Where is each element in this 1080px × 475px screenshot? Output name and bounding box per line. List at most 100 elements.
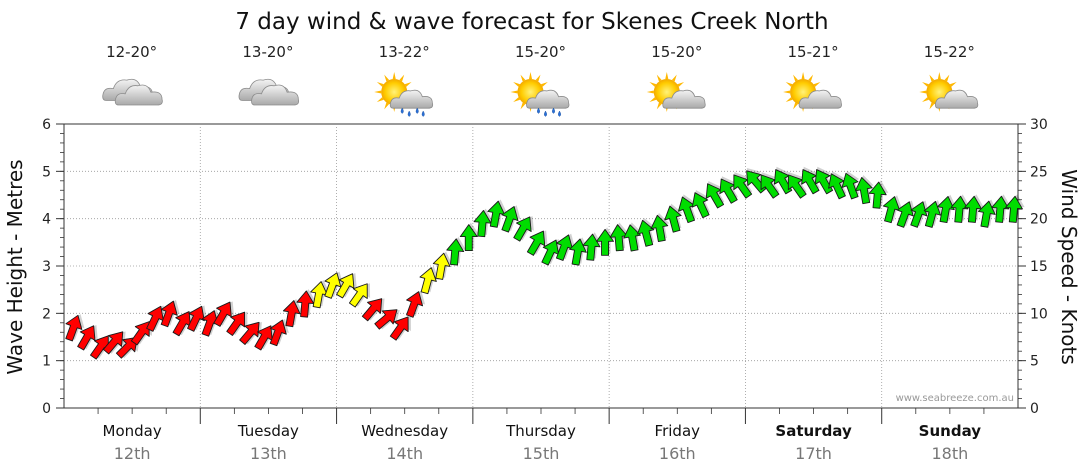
left-axis-title: Wave Height - Metres (3, 159, 27, 374)
wind-arrow (254, 325, 275, 351)
date-label: 14th (386, 444, 423, 463)
wind-arrow (296, 289, 316, 318)
day-label: Saturday (775, 422, 852, 440)
wind-arrow (459, 222, 480, 252)
wind-arrow (282, 298, 303, 328)
wind-arrow (896, 200, 916, 228)
temp-range: 15-20° (515, 43, 566, 61)
wind-arrow (1005, 194, 1025, 223)
wind-arrow (841, 170, 860, 200)
temp-range: 12-20° (106, 43, 157, 61)
day-label: Friday (655, 422, 701, 440)
date-label: 12th (114, 444, 151, 463)
wind-arrow (910, 200, 930, 228)
temp-range: 13-20° (242, 43, 293, 61)
cloud-shape (389, 89, 434, 109)
cloud-shape (798, 89, 842, 109)
wind-arrow (487, 199, 507, 228)
wind-arrow (513, 216, 534, 242)
wind-arrow (77, 325, 98, 351)
right-tick-label: 10 (1030, 306, 1048, 322)
left-tick-label: 5 (42, 164, 51, 180)
day-label: Monday (103, 422, 162, 440)
temp-range: 15-20° (651, 43, 702, 61)
right-axis: 0 5 10 15 20 25 30 (1018, 117, 1048, 417)
wind-arrow (361, 298, 385, 322)
wind-arrow (446, 237, 466, 266)
wind-arrow (828, 171, 847, 200)
wind-arrow (678, 194, 696, 224)
temp-range: 15-21° (788, 43, 839, 61)
wind-arrow (637, 217, 656, 247)
wind-arrow (501, 205, 521, 233)
x-axis-labels: Monday 12th Tuesday 13th Wednesday 14th Thursd… (103, 422, 982, 463)
wind-arrow (609, 222, 629, 252)
left-tick-label: 4 (42, 212, 51, 228)
wind-arrow (239, 321, 262, 345)
chart-title: 7 day wind & wave forecast for Skenes Cr… (235, 9, 828, 35)
sun-cloud-icon (919, 72, 979, 112)
watermark: www.seabreeze.com.au (896, 393, 1014, 404)
wind-arrow (991, 194, 1012, 223)
wind-arrow (226, 311, 248, 336)
wind-arrows (65, 166, 1025, 360)
wind-arrow (348, 283, 371, 308)
wind-arrow (102, 331, 126, 355)
date-label: 15th (523, 444, 560, 463)
wind-arrow (160, 299, 180, 328)
cloud-shape (662, 89, 706, 109)
left-tick-label: 1 (42, 354, 51, 370)
date-label: 17th (795, 444, 832, 463)
left-axis: 0 1 2 3 4 5 6 (42, 117, 64, 417)
sun-cloud-icon (646, 72, 706, 112)
left-tick-label: 2 (42, 306, 51, 322)
right-tick-label: 30 (1030, 117, 1048, 133)
day-label: Sunday (919, 422, 982, 440)
right-tick-label: 20 (1030, 212, 1048, 228)
day-label: Wednesday (361, 422, 448, 440)
wind-arrow (855, 175, 874, 205)
wind-arrow (950, 194, 971, 223)
sun-cloud-icon (783, 72, 842, 112)
wind-arrow (406, 290, 426, 318)
cloud-shape (114, 84, 163, 106)
date-label: 16th (659, 444, 696, 463)
right-tick-label: 25 (1030, 164, 1048, 180)
cloud-shape (934, 89, 979, 109)
wind-arrow (664, 203, 683, 233)
left-tick-label: 6 (42, 117, 51, 133)
wind-arrow (310, 279, 330, 309)
cloud-shape (526, 89, 570, 109)
day-label: Thursday (505, 422, 576, 440)
temp-range: 15-22° (924, 43, 975, 61)
wind-arrow (760, 172, 780, 199)
cloudy-icon (102, 78, 163, 106)
day-label: Tuesday (237, 422, 299, 440)
wind-arrow (146, 305, 167, 332)
rain-drops (400, 107, 425, 117)
wind-arrow (419, 266, 439, 295)
wind-arrow (374, 309, 400, 330)
wind-arrow (705, 181, 725, 209)
wind-arrow (432, 251, 453, 280)
rain-drops (537, 107, 561, 117)
date-label: 18th (931, 444, 968, 463)
left-tick-label: 0 (42, 401, 51, 417)
wind-arrow (937, 194, 957, 224)
cloud-shape (251, 84, 300, 106)
wind-arrow (801, 166, 820, 195)
wind-arrow (473, 208, 494, 238)
wind-arrow (868, 180, 889, 209)
wind-arrow (555, 233, 576, 261)
wind-arrow (213, 301, 235, 327)
right-tick-label: 0 (1030, 401, 1039, 417)
wind-arrow (269, 318, 289, 347)
wind-arrow (964, 194, 984, 223)
wind-arrow (187, 305, 207, 332)
wind-arrow (733, 172, 753, 199)
wind-arrow (201, 309, 221, 337)
weather-header: 12-20° 13-20° 13-22° 15-20° 15-20° 15-21° 15-2… (102, 43, 979, 117)
right-tick-label: 15 (1030, 259, 1048, 275)
wind-arrow (882, 195, 903, 224)
